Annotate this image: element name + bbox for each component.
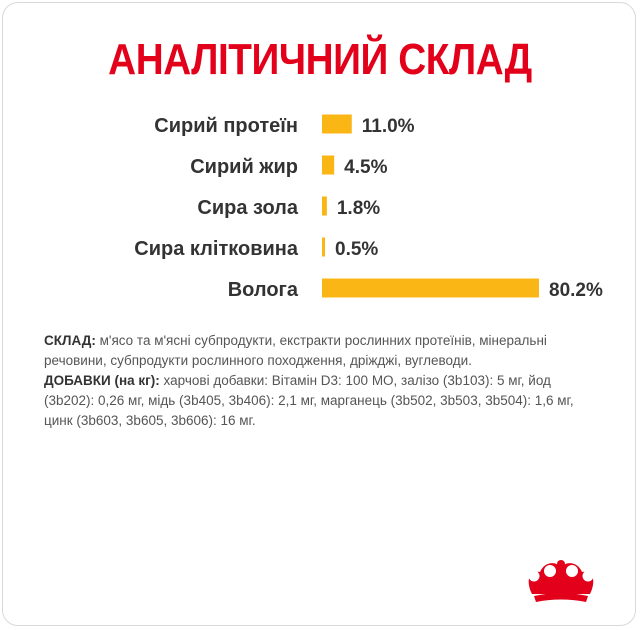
value-label: 0.5%: [335, 239, 378, 260]
page-title: АНАЛІТИЧНИЙ СКЛАД: [108, 35, 532, 84]
nutrient-bar-chart: Сирий протеїн 11.0% Сирий жир 4.5% Сира зола…: [134, 114, 603, 301]
composition-ingredients: м'ясо та м'ясні субпродукти, екстракти р…: [44, 333, 547, 368]
value-label: 11.0%: [362, 116, 415, 137]
bar: [322, 155, 335, 175]
category-label: Сира зола: [197, 197, 299, 219]
category-label: Волога: [228, 279, 299, 301]
category-label: Сирий жир: [190, 156, 298, 178]
value-label: 4.5%: [344, 157, 387, 178]
category-label: Сира клітковина: [134, 238, 299, 260]
bar: [322, 237, 325, 257]
composition-text: СКЛАД: м'ясо та м'ясні субпродукти, екст…: [44, 331, 596, 431]
value-label: 1.8%: [337, 198, 380, 219]
additives-list: харчові добавки: Вітамін D3: 100 МО, зал…: [44, 373, 574, 428]
crown-icon: [528, 560, 594, 602]
value-label: 80.2%: [549, 280, 603, 301]
category-label: Сирий протеїн: [154, 115, 298, 137]
bar: [322, 278, 539, 298]
bar: [322, 114, 352, 134]
composition-label: СКЛАД:: [44, 333, 96, 348]
bar: [322, 196, 327, 216]
additives-label: ДОБАВКИ (на кг):: [44, 373, 160, 388]
